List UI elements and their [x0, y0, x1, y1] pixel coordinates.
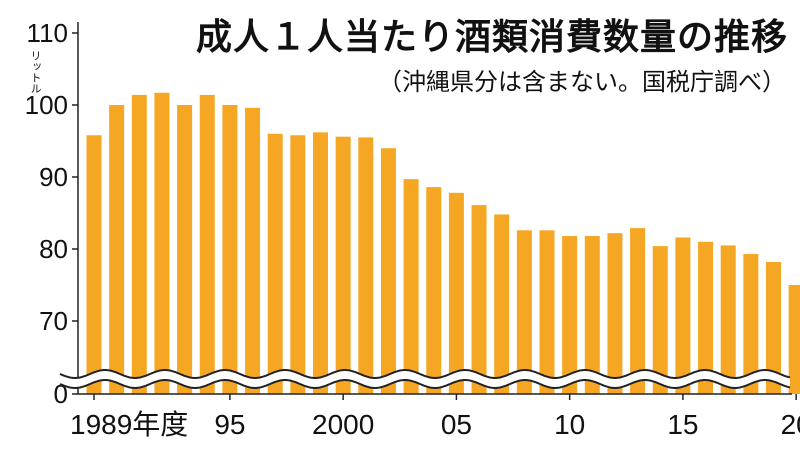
bar — [154, 92, 170, 394]
x-tick-label: 20 — [781, 409, 800, 440]
bar — [222, 105, 238, 394]
bar — [720, 245, 736, 394]
bar — [562, 236, 578, 394]
y-tick-label: 70 — [39, 306, 68, 336]
bar — [788, 285, 800, 394]
bar — [426, 187, 442, 394]
x-tick-label: 05 — [441, 409, 472, 440]
chart-subtitle: （沖縄県分は含まない。国税庁調べ） — [378, 68, 786, 96]
bar — [177, 105, 193, 394]
y-tick-label: 100 — [25, 90, 68, 120]
chart-title: 成人１人当たり酒類消費数量の推移 — [195, 17, 788, 58]
x-tick-label: 2000 — [312, 409, 374, 440]
y-tick-label: 110 — [27, 18, 68, 48]
bar — [448, 192, 464, 394]
bar — [471, 205, 487, 394]
bar — [698, 241, 714, 394]
axis-break-line-bottom — [59, 379, 791, 389]
bar — [86, 135, 102, 395]
axis-break-line-top — [59, 369, 791, 379]
bar — [494, 214, 510, 394]
bar — [131, 94, 147, 395]
bar — [743, 254, 759, 394]
bar — [766, 261, 781, 394]
bar — [109, 105, 125, 394]
y-tick-label: 90 — [39, 162, 68, 192]
bar — [516, 230, 532, 394]
bar — [358, 137, 374, 394]
x-tick-label: 15 — [667, 409, 698, 440]
bar — [199, 94, 215, 395]
x-tick-label: 10 — [554, 409, 585, 440]
bar — [630, 228, 646, 394]
bar — [267, 133, 283, 395]
bar — [584, 236, 600, 394]
x-tick-label: 95 — [214, 409, 245, 440]
bar — [335, 136, 351, 394]
x-tick-label: 1989年度 — [70, 409, 188, 440]
axis-break-band — [60, 370, 790, 388]
bar — [403, 179, 419, 394]
bar — [675, 237, 691, 394]
y-axis-unit: リットル — [29, 50, 42, 94]
bar — [539, 230, 555, 394]
bar — [245, 107, 261, 394]
bar — [313, 132, 328, 395]
y-tick-label: 80 — [39, 234, 68, 264]
bar — [290, 135, 306, 395]
bar — [652, 246, 668, 394]
bar — [607, 233, 623, 394]
bar — [380, 148, 396, 394]
